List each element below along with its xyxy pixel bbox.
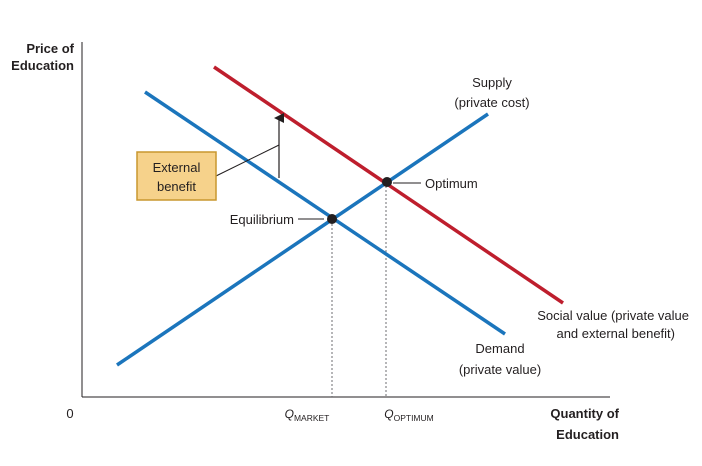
q-market-subscript: MARKET [294,413,329,423]
demand-curve [144,90,506,336]
equilibrium-point [327,214,337,224]
social-value-label-line1: Social value (private value [537,308,689,323]
q-market-letter: Q [285,407,294,421]
external-benefit-box [136,151,217,201]
demand-label-line1: Demand [475,341,524,356]
equilibrium-label: Equilibrium [230,212,294,227]
supply-curve [116,112,489,367]
supply-label-line1: Supply [472,75,512,90]
social-value-label-line2: and external benefit) [556,326,675,341]
demand-label-line2: (private value) [459,362,541,377]
supply-label-line2: (private cost) [454,95,529,110]
optimum-label: Optimum [425,176,478,191]
q-market-label: QMARKET [285,407,330,423]
q-optimum-subscript: OPTIMUM [394,413,434,423]
y-axis-title-line2: Education [11,58,74,73]
external-benefit-leader [215,144,280,177]
q-optimum-letter: Q [384,407,393,421]
external-benefit-label-line1: External [153,160,201,175]
x-axis-title-line1: Quantity of [550,406,619,421]
external-benefit-label-line2: benefit [157,179,196,194]
optimum-point [382,177,392,187]
x-axis-title-line2: Education [556,427,619,442]
q-optimum-label: QOPTIMUM [384,407,433,423]
origin-label: 0 [66,406,73,421]
y-axis-title-line1: Price of [26,41,74,56]
